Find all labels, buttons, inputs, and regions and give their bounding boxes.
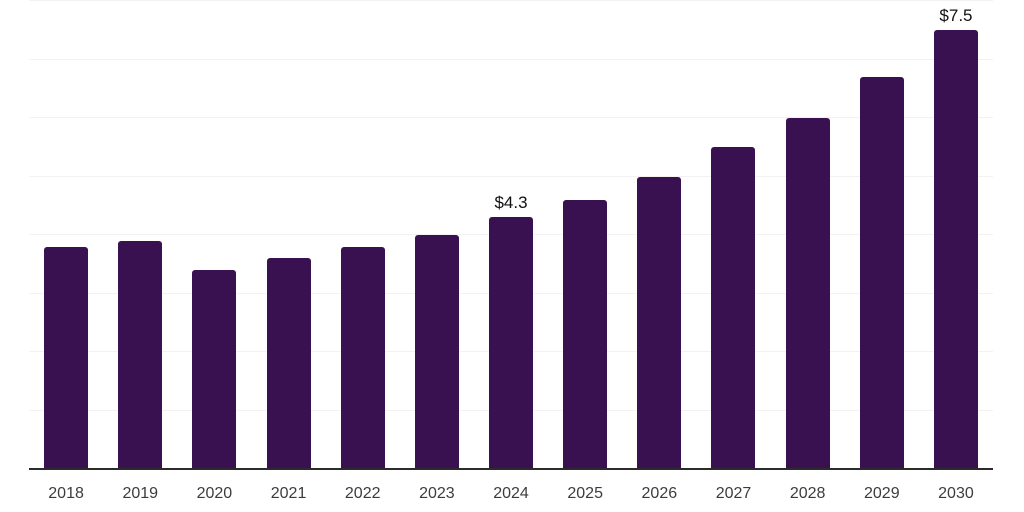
gridline-7 [29, 58, 993, 60]
x-tick-label-2018: 2018 [48, 485, 84, 502]
x-tick-label-2030: 2030 [938, 485, 974, 502]
bar-2023 [414, 235, 459, 469]
bar-2026 [637, 176, 682, 469]
bar-2020 [192, 270, 237, 469]
x-tick-label-2026: 2026 [641, 485, 678, 502]
bar-slot-2021 [251, 1, 325, 469]
x-tick-label-2021: 2021 [270, 485, 307, 502]
bar-slot-2030: $7.5 [919, 1, 993, 469]
bar-2025 [563, 199, 608, 469]
bar-2030 [933, 30, 978, 469]
x-axis-line [29, 468, 993, 470]
x-tick-label-2025: 2025 [567, 485, 603, 502]
data-label-2030: $7.5 [939, 6, 973, 26]
gridline-6 [29, 117, 993, 118]
x-tick-label-2027: 2027 [715, 485, 752, 502]
gridline-8 [29, 0, 993, 1]
bar-2029 [859, 77, 904, 469]
data-label-2024: $4.3 [494, 193, 528, 213]
bar-2019 [118, 240, 163, 469]
x-tick-label-2020: 2020 [196, 485, 233, 502]
x-tick-label-2023: 2023 [419, 485, 455, 502]
bar-slot-2027 [696, 1, 770, 469]
bars-container: $4.3 $7.5 [29, 1, 993, 469]
bar-2018 [44, 246, 89, 469]
gridline-5 [29, 175, 993, 177]
bar-slot-2020 [177, 1, 251, 469]
x-tick-label-2029: 2029 [864, 485, 900, 502]
bar-slot-2025 [548, 1, 622, 469]
plot-area: $4.3 $7.5 [29, 0, 993, 470]
bar-slot-2019 [103, 1, 177, 469]
bar-slot-2029 [845, 1, 919, 469]
bar-2028 [785, 118, 830, 469]
x-axis-labels: 2018 2019 2020 2021 2022 2023 2024 2025 2026 2027… [29, 484, 993, 503]
bar-2022 [340, 246, 385, 469]
bar-slot-2018 [29, 1, 103, 469]
bar-slot-2028 [771, 1, 845, 469]
bar-slot-2022 [326, 1, 400, 469]
bar-slot-2024: $4.3 [474, 1, 548, 469]
x-tick-label-2024: 2024 [493, 485, 529, 502]
bar-slot-2026 [622, 1, 696, 469]
x-tick-label-2022: 2022 [344, 485, 381, 502]
bar-2027 [711, 147, 756, 469]
bar-2024 [489, 217, 534, 469]
bar-slot-2023 [400, 1, 474, 469]
x-tick-label-2019: 2019 [122, 485, 159, 502]
bar-2021 [266, 258, 311, 469]
x-tick-label-2028: 2028 [789, 485, 826, 502]
